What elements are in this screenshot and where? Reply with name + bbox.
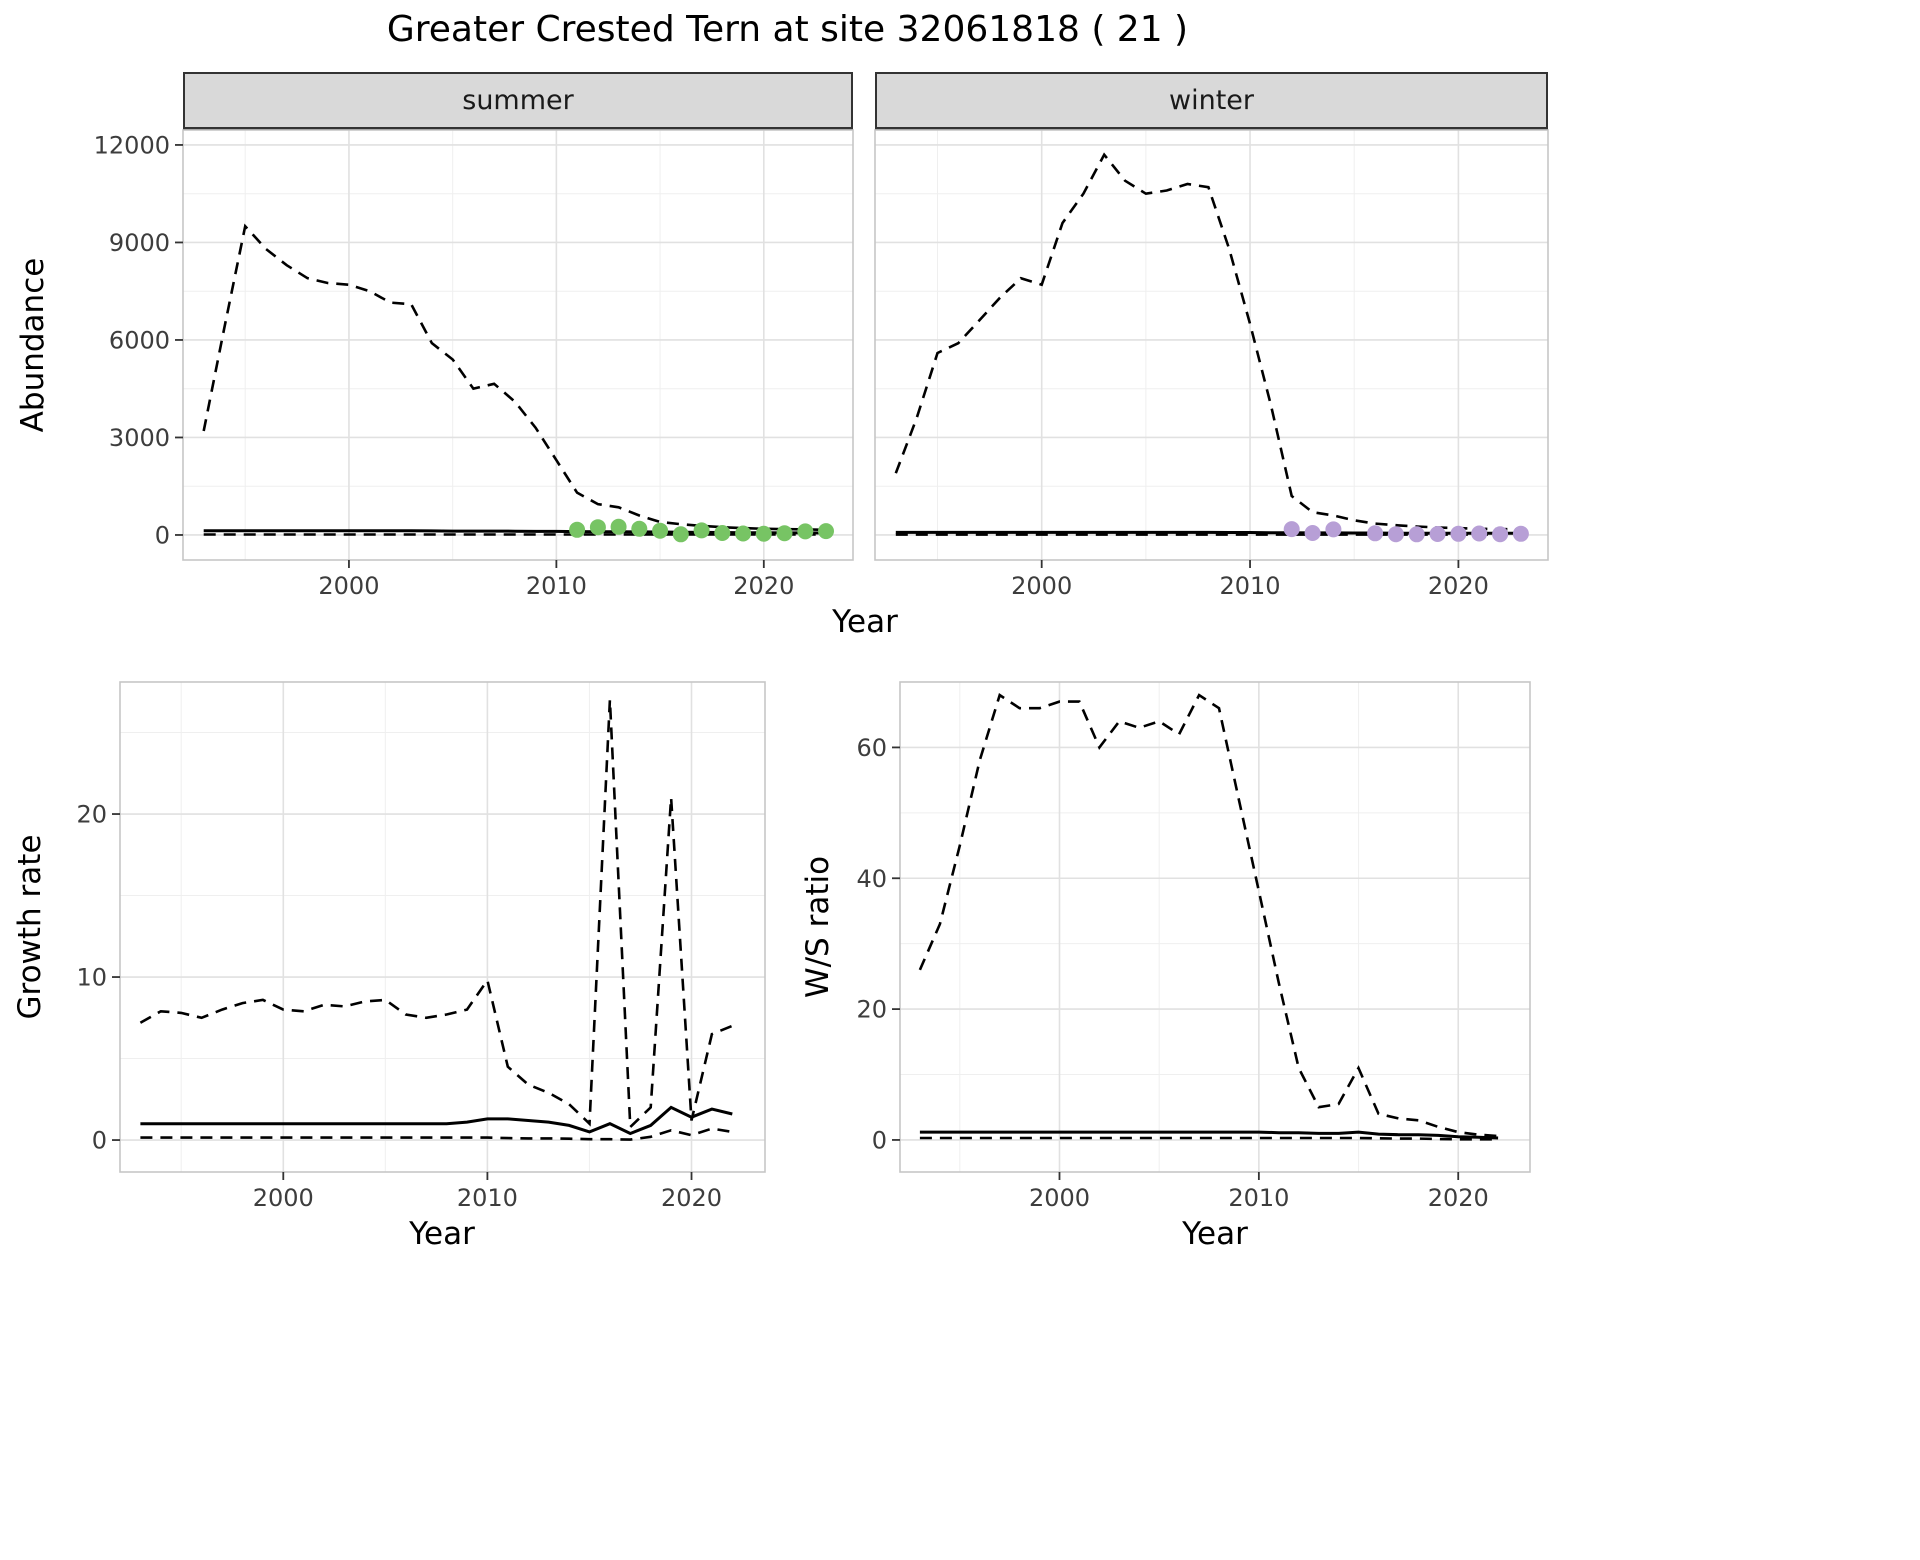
y-tick-label: 0 [872,1126,887,1154]
point-observed-count [589,519,606,536]
point-observed-count [672,526,689,543]
page-title: Greater Crested Tern at site 32061818 ( … [386,9,1189,50]
point-observed-count [1512,525,1529,542]
series-group [202,223,834,543]
point-observed-count [1471,525,1488,542]
point-observed-count [569,521,586,538]
x-tick-label: 2000 [1011,572,1072,600]
series-mean [919,1130,1499,1140]
point-observed-count [1408,526,1425,543]
y-tick-label: 6000 [109,326,170,354]
series-group [894,152,1529,543]
x-tick-label: 2000 [253,1184,314,1212]
point-observed-count [1492,526,1509,543]
year-axis-label-bottom-right: Year [1182,1216,1248,1252]
panel-abundance-winter: 2000 2010 2020 [874,129,1549,600]
point-observed-count [818,523,834,540]
x-tick-label: 2010 [526,572,587,600]
x-tick-label: 2000 [318,572,379,600]
point-observed-count [631,520,648,537]
facet-strip-label: winter [1169,85,1254,116]
y-tick-label: 60 [856,734,887,762]
point-observed-count [1325,521,1342,538]
point-observed-count [1304,525,1321,541]
x-tick-label: 2020 [1428,572,1489,600]
series-lower_ci [919,1136,1499,1141]
facet-strip-summer: summer [183,72,853,130]
facet-strip-winter: winter [875,72,1548,130]
point-observed-count [735,525,752,542]
point-observed-count [693,522,710,539]
series-group [918,693,1499,1141]
y-tick-label: 20 [76,801,107,829]
x-tick-label: 2000 [1029,1184,1090,1212]
x-tick-label: 2010 [1228,1184,1289,1212]
year-axis-label-bottom-left: Year [409,1216,475,1252]
point-observed-count [1450,525,1467,542]
y-tick-label: 3000 [109,424,170,452]
point-observed-count [1429,526,1446,542]
facet-strip-label: summer [462,85,574,116]
point-observed-count [714,525,731,541]
x-tick-label: 2020 [1428,1184,1489,1212]
y-tick-label: 9000 [109,229,170,257]
y-tick-label: 20 [856,996,887,1024]
series-mean [140,1105,733,1136]
panel-abundance-summer: 2000 2010 2020 0 3000 6000 9000 12000 [94,129,854,600]
panel-growth-rate: 2000 2010 2020 0 10 20 [76,681,766,1212]
point-observed-count [776,525,793,542]
point-observed-count [797,523,814,540]
point-observed-count [1283,521,1300,538]
point-observed-count [1387,526,1404,543]
x-tick-label: 2020 [733,572,794,600]
point-observed-count [1367,525,1384,542]
series-upper_ci [918,693,1499,1138]
point-observed-count [652,522,669,539]
x-tick-label: 2020 [661,1184,722,1212]
series-upper_ci [202,223,827,532]
y-tick-label: 0 [155,521,170,549]
y-tick-label: 0 [92,1127,107,1155]
series-group [139,699,733,1141]
panel-ws-ratio: 2000 2010 2020 0 20 40 60 [856,681,1531,1212]
y-tick-label: 10 [76,964,107,992]
y-tick-label: 40 [856,865,887,893]
point-observed-count [755,525,772,542]
series-mean [895,530,1521,535]
year-axis-label-top: Year [832,604,898,640]
x-tick-label: 2010 [1220,572,1281,600]
x-tick-label: 2010 [457,1184,518,1212]
point-observed-count [610,518,627,535]
y-tick-label: 12000 [94,131,170,159]
series-upper_ci [139,699,733,1130]
